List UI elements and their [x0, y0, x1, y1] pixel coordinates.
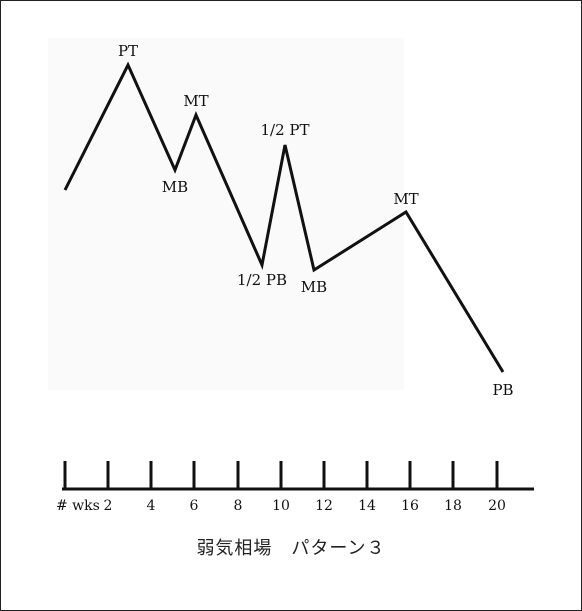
axis-tick-label-12: 12 [315, 498, 333, 514]
price-trend-line [65, 65, 503, 372]
axis-unit-label: # wks [56, 498, 100, 514]
point-labels: PT MB MT 1/2 PB 1/2 PT MB MT PB [118, 42, 514, 399]
point-label-5: 1/2 PT [260, 121, 309, 139]
point-label-1: PT [118, 42, 138, 60]
axis-tick-label-6: 6 [190, 498, 199, 514]
axis-tick-label-8: 8 [234, 498, 243, 514]
axis-tick-label-10: 10 [272, 498, 290, 514]
axis-tick-label-2: 2 [104, 498, 113, 514]
point-label-8: PB [492, 381, 513, 399]
point-label-7: MT [393, 190, 418, 208]
axis-tick-label-20: 20 [488, 498, 506, 514]
axis-tick-label-14: 14 [358, 498, 376, 514]
figure-caption: 弱気相場 パターン３ [0, 534, 582, 560]
point-label-4: 1/2 PB [237, 271, 287, 289]
axis-tick-label-16: 16 [401, 498, 419, 514]
axis-tick-label-4: 4 [147, 498, 156, 514]
axis-ticks [65, 461, 497, 489]
axis-labels: # wks 2 4 6 8 10 12 14 16 18 20 [56, 498, 506, 514]
point-label-2: MB [162, 178, 188, 196]
point-label-3: MT [183, 92, 208, 110]
week-axis: # wks 2 4 6 8 10 12 14 16 18 20 [56, 461, 534, 514]
axis-tick-label-18: 18 [444, 498, 462, 514]
point-label-6: MB [301, 278, 327, 296]
